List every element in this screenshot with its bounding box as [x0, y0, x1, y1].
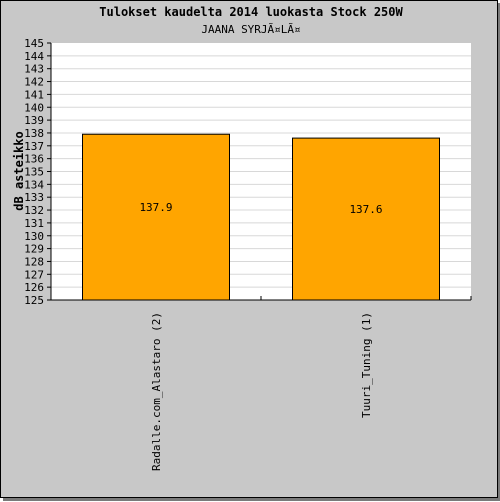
y-tick-label: 133	[24, 191, 44, 204]
x-category-label: Tuuri_Tuning (1)	[360, 312, 373, 418]
x-category-labels: Radalle.com_Alastaro (2) Tuuri_Tuning (1)	[150, 312, 373, 471]
y-tick-label: 132	[24, 204, 44, 217]
y-tick-label: 127	[24, 268, 44, 281]
y-tick-label: 137	[24, 140, 44, 153]
y-tick-label: 138	[24, 127, 44, 140]
y-tick-label: 144	[24, 50, 44, 63]
y-tick-label: 134	[24, 178, 44, 191]
y-tick-label: 131	[24, 217, 44, 230]
bars: 137.9 137.6	[82, 133, 440, 301]
y-tick-label: 139	[24, 114, 44, 127]
y-tick-label: 130	[24, 230, 44, 243]
y-tick-label: 135	[24, 166, 44, 179]
y-tick-label: 128	[24, 255, 44, 268]
bar-value-label: 137.6	[349, 203, 382, 216]
bar-value-label: 137.9	[139, 201, 172, 214]
x-category-label: Radalle.com_Alastaro (2)	[150, 312, 163, 471]
bar-1	[82, 133, 230, 301]
y-tick-label: 125	[24, 294, 44, 307]
y-tick-label: 142	[24, 76, 44, 89]
y-tick-label: 141	[24, 88, 44, 101]
chart-subtitle: JAANA SYRJÃ¤LÃ¤	[201, 23, 300, 36]
y-axis-label: dB asteikko	[12, 131, 26, 210]
y-tick-label: 145	[24, 37, 44, 50]
axes	[47, 42, 472, 301]
y-tick-label: 140	[24, 101, 44, 114]
bar-2	[292, 137, 440, 301]
y-tick-label: 136	[24, 153, 44, 166]
y-tick-label: 129	[24, 243, 44, 256]
y-tick-label: 126	[24, 281, 44, 294]
chart-title: Tulokset kaudelta 2014 luokasta Stock 25…	[99, 5, 403, 19]
y-tick-label: 143	[24, 63, 44, 76]
y-tick-labels: 1251261271281291301311321331341351361371…	[24, 37, 44, 307]
